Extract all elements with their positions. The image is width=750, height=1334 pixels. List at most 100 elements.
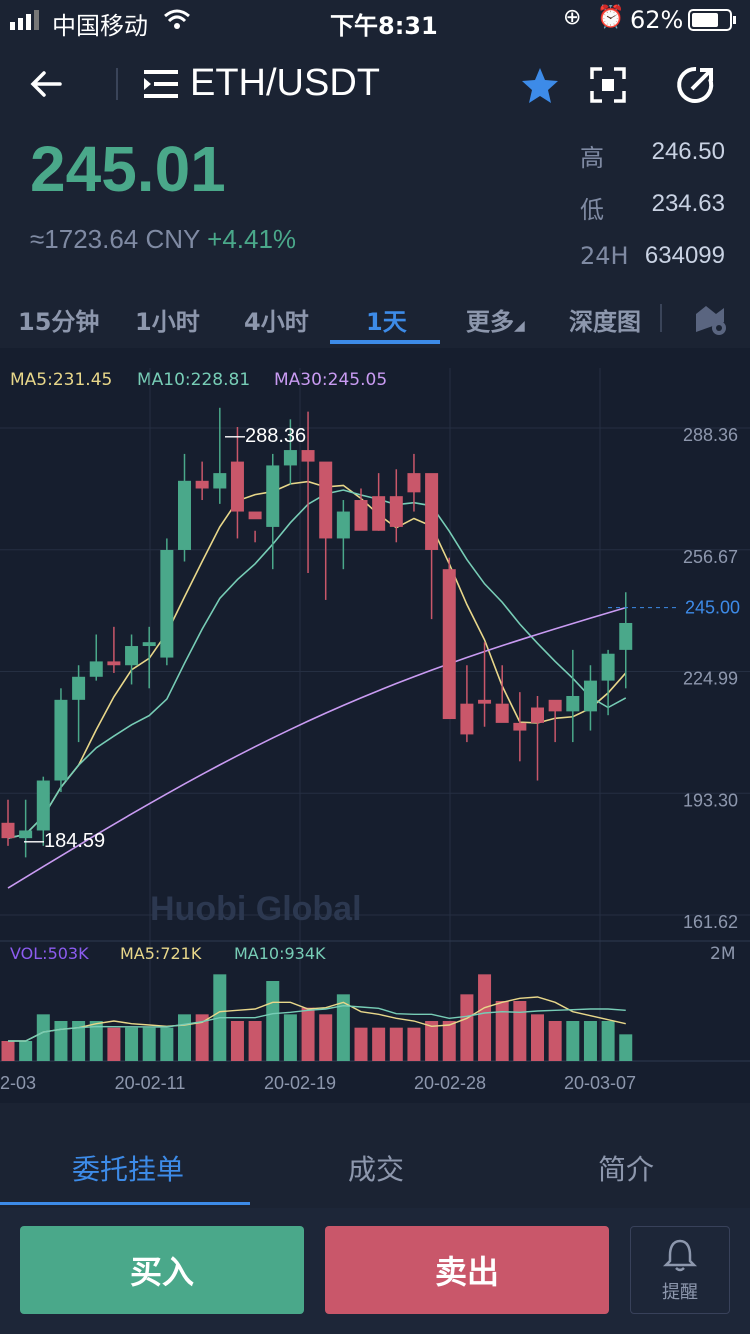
vol-label: VOL:503K [10,944,89,963]
signal-icon [10,10,39,30]
candle-body [548,699,562,712]
volume-bar [372,1027,386,1061]
vol-max-label: 2M [710,944,736,964]
candle-body [125,646,139,666]
volume-bar [531,1014,544,1061]
candle-body [601,653,615,681]
volume-bar [513,1001,527,1061]
battery-percent: 62% [630,6,684,34]
alert-button[interactable]: 提醒 [630,1226,730,1314]
volume-bar [160,1027,174,1061]
ma10-label: MA10:228.81 [137,370,251,390]
caret-icon: ◢ [514,318,525,334]
tab-more[interactable]: 更多◢ [466,302,525,337]
volume-bar [248,1021,262,1061]
candle-body [266,465,280,527]
tab-trades[interactable]: 成交 [348,1153,405,1186]
candle-body [407,473,421,493]
volume-bar [107,1027,121,1061]
price-cny: ≈1723.64 CNY [30,224,200,254]
last-price: 245.01 [30,133,226,205]
active-tab-indicator-bottom [0,1202,250,1205]
chart-settings-icon[interactable] [694,302,728,336]
price-cny-line: ≈1723.64 CNY +4.41% [30,224,296,255]
vol-ma5-label: MA5:721K [120,944,202,963]
candle-body [142,642,156,647]
candle-body [566,695,580,712]
low-label: 低 [580,196,604,224]
back-arrow-icon[interactable] [28,66,64,102]
volume-bar [566,1021,580,1061]
volume-bar [407,1027,421,1061]
volume-bar [425,1021,439,1061]
candle-body [54,699,68,781]
tab-orders[interactable]: 委托挂单 [72,1153,185,1186]
share-icon[interactable] [676,65,716,105]
alert-label: 提醒 [662,1282,698,1303]
candle-body [195,480,209,489]
candle-body [160,549,174,658]
kline-chart[interactable]: MA5:231.45 MA10:228.81 MA30:245.05 Huobi… [0,348,750,1103]
star-favorite-icon[interactable] [520,66,560,104]
candle-body [19,830,33,839]
tab-15min[interactable]: 15分钟 [18,308,100,336]
x-tick-label: 20-03-07 [564,1073,636,1093]
buy-button[interactable]: 买入 [20,1226,304,1314]
chart-canvas: Huobi Global 288.36 256.67 224.99 193.30 161… [0,368,750,1093]
candle-body [495,703,509,723]
volume-bar [460,994,474,1061]
volume-bar [266,981,280,1061]
y-tick-label: 224.99 [683,669,738,689]
fullscreen-icon[interactable] [590,67,626,103]
candle-body [89,661,103,677]
candle-body [389,496,403,527]
high-label: 高 [580,144,604,172]
candle-body [460,703,474,735]
volume-bar [336,994,350,1061]
candle-body [283,450,297,466]
tab-depth[interactable]: 深度图 [569,308,641,336]
watermark-text: Huobi Global [150,890,362,928]
volume-bar [301,1007,315,1061]
high-value: 246.50 [651,138,725,165]
lock-rotation-icon: ⊕ [563,5,582,30]
candle-body [442,569,456,720]
menu-list-icon[interactable] [144,68,180,100]
tab-intro[interactable]: 简介 [598,1153,655,1186]
volume-24h-label: 24H [580,242,629,270]
candle-body [478,699,492,704]
trading-pair-title[interactable]: ETH/USDT [190,62,380,104]
tab-1day[interactable]: 1天 [366,308,407,336]
sell-button[interactable]: 卖出 [325,1226,609,1314]
interval-tabs: 15分钟 1小时 4小时 1天 更多◢ 深度图 [0,290,750,346]
x-tick-label: 20-02-19 [264,1073,336,1093]
header-divider [116,68,118,100]
vol-ma10-line [8,1004,626,1042]
volume-bar [478,974,492,1061]
candle-body [583,680,597,712]
volume-bar [601,1021,615,1061]
volume-bar [36,1014,50,1061]
volume-bar [54,1021,68,1061]
tab-4hour[interactable]: 4小时 [244,308,309,336]
candle-body [248,511,262,520]
volume-bar [319,1014,333,1061]
volume-bar [548,1021,562,1061]
x-tick-label: 20-02-11 [115,1073,186,1093]
volume-bar [583,1021,597,1061]
trade-actions: 买入 卖出 提醒 [0,1208,750,1334]
low-annotation: —184.59 [24,830,105,852]
tab-1hour[interactable]: 1小时 [135,308,200,336]
ma5-label: MA5:231.45 [10,370,113,390]
volume-bar [230,1021,244,1061]
volume-24h-value: 634099 [644,242,725,269]
volume-bar [354,1027,368,1061]
tab-divider [660,304,662,332]
candle-body [178,480,191,550]
candle-body [213,473,227,489]
bell-icon [662,1239,698,1272]
status-bar: 中国移动 下午8:31 ⊕ ⏰ 62% [0,0,750,40]
price-change: +4.41% [207,224,297,254]
tab-more-label: 更多 [466,308,514,336]
volume-bar [142,1027,156,1061]
